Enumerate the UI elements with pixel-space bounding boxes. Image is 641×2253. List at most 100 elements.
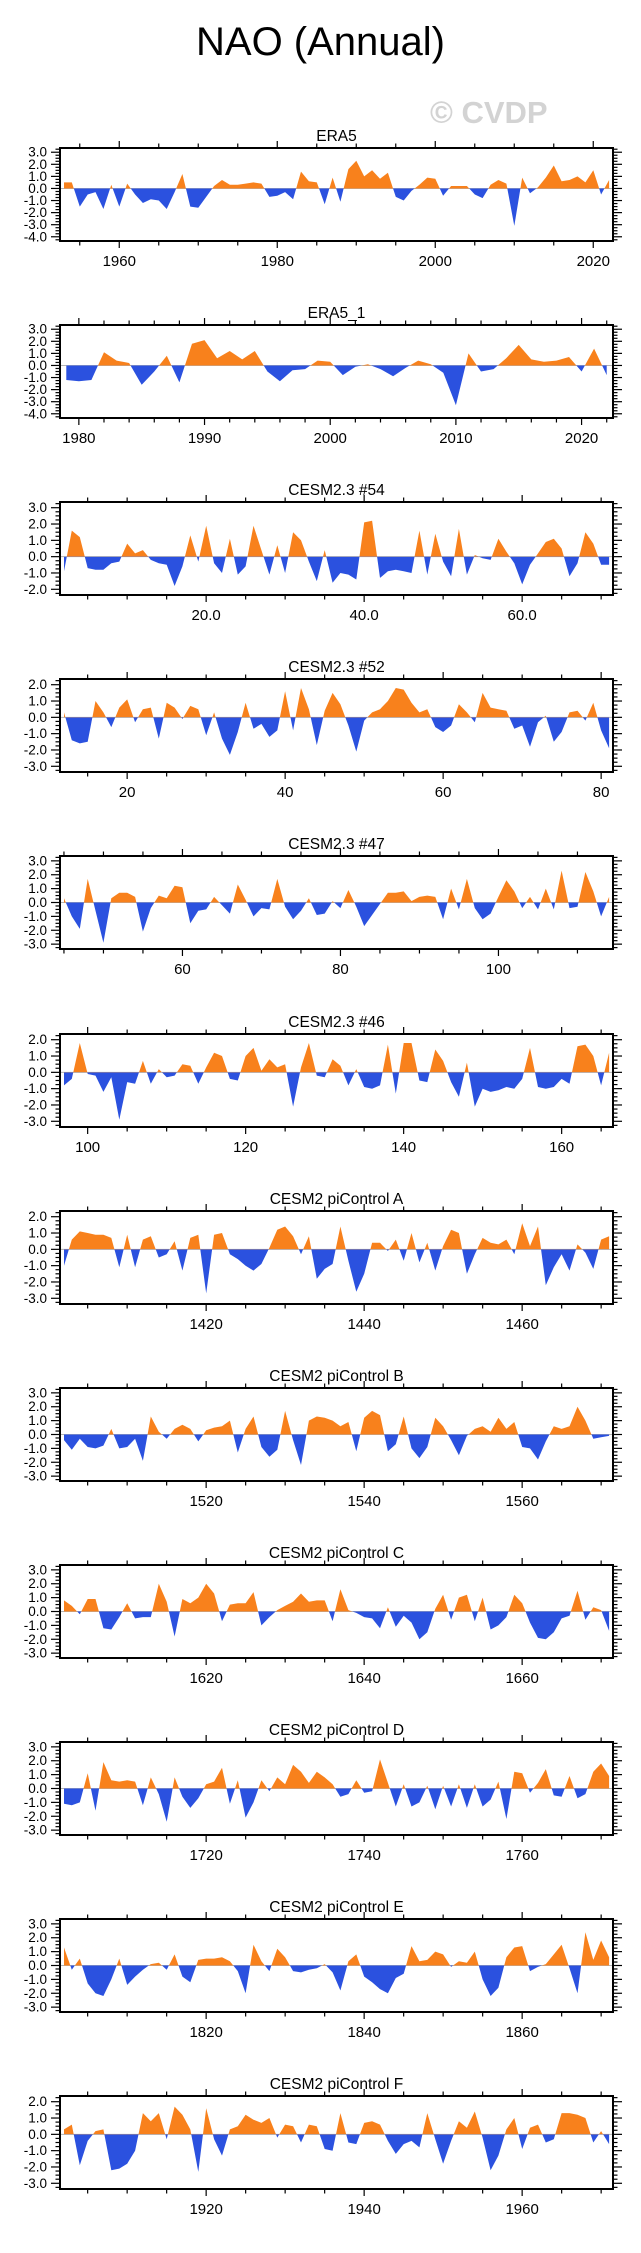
y-tick-label: 3.0 xyxy=(28,1562,47,1577)
page-title: NAO (Annual) xyxy=(196,20,445,64)
panel-title: CESM2.3 #47 xyxy=(288,836,385,853)
x-tick-label: 1990 xyxy=(188,430,221,447)
x-tick-label: 1820 xyxy=(189,2024,222,2041)
y-tick-label: -3.0 xyxy=(24,1291,47,1306)
timeseries-panel-cesm2-picontrol-b: CESM2 piControl B 1520 1540 1560 3.02.01.00.… xyxy=(24,1368,622,1510)
y-tick-label: 3.0 xyxy=(28,500,47,515)
x-tick-label: 60.0 xyxy=(508,607,537,624)
y-tick-label: -2.0 xyxy=(24,205,47,220)
y-tick-label: -3.0 xyxy=(24,2000,47,2015)
y-tick-label: -2.0 xyxy=(24,923,47,938)
x-tick-label: 1420 xyxy=(189,1316,222,1333)
y-tick-label: 1.0 xyxy=(28,694,47,709)
y-tick-label: 2.0 xyxy=(28,1209,47,1224)
y-tick-label: -2.0 xyxy=(24,1809,47,1824)
y-tick-label: -2.0 xyxy=(24,2159,47,2174)
timeseries-panel-cesm2-3-54: CESM2.3 #54 20.0 40.0 60.0 3.0 2.01.00.0-1.0 -… xyxy=(24,482,622,624)
x-tick-label: 1440 xyxy=(347,1316,380,1333)
y-tick-label: -1.0 xyxy=(24,1441,47,1456)
y-tick-label: 2.0 xyxy=(28,1576,47,1591)
x-tick-label: 1960 xyxy=(103,253,136,270)
y-tick-label: -1.0 xyxy=(24,909,47,924)
y-tick-label: 1.0 xyxy=(28,1413,47,1428)
timeseries-panel-cesm2-3-52: CESM2.3 #52 20 40 60 80 2.0 1.00.0-1.0-2.0 -3.0 xyxy=(24,659,622,801)
x-tick-label: 120 xyxy=(233,1139,258,1156)
panel-title: CESM2 piControl D xyxy=(269,1722,404,1739)
x-tick-label: 40.0 xyxy=(350,607,379,624)
plot-frame xyxy=(59,501,614,596)
y-tick-label: 0.0 xyxy=(28,549,47,564)
y-tick-label: 1.0 xyxy=(28,346,47,361)
y-tick-label: 0.0 xyxy=(28,1242,47,1257)
y-tick-label: -4.0 xyxy=(24,229,47,244)
y-tick-label: 2.0 xyxy=(28,334,47,349)
x-tick-label: 20.0 xyxy=(192,607,221,624)
y-tick-label: -2.0 xyxy=(24,1986,47,2001)
negative-anomaly-area xyxy=(73,2134,610,2172)
x-tick-label: 1860 xyxy=(505,2024,538,2041)
y-tick-label: -1.0 xyxy=(24,2143,47,2158)
y-tick-label: 2.0 xyxy=(28,157,47,172)
positive-anomaly-area xyxy=(64,870,610,903)
y-tick-label: -3.0 xyxy=(24,1823,47,1838)
y-tick-label: 3.0 xyxy=(28,145,47,160)
y-tick-label: 3.0 xyxy=(28,1385,47,1400)
panel-title: ERA5_1 xyxy=(308,305,366,322)
timeseries-panel-cesm2-picontrol-a: CESM2 piControl A 1420 1440 1460 2.0 1.00.0-1… xyxy=(24,1191,622,1333)
plot-frame xyxy=(59,1033,614,1128)
x-tick-label: 2000 xyxy=(419,253,452,270)
y-tick-label: -2.0 xyxy=(24,742,47,757)
timeseries-panel-cesm2-3-47: CESM2.3 #47 60 80 100 3.02.01.00.0-1.0-2.0-3… xyxy=(24,836,622,978)
x-tick-label: 2010 xyxy=(439,430,472,447)
positive-anomaly-area xyxy=(64,1932,610,1966)
timeseries-panel-cesm2-picontrol-f: CESM2 piControl F 1920 1940 1960 2.0 1.00.0-1… xyxy=(24,2076,622,2218)
x-tick-label: 1920 xyxy=(189,2201,222,2218)
positive-anomaly-area xyxy=(64,688,610,718)
y-tick-label: -2.0 xyxy=(24,582,47,597)
y-tick-label: -3.0 xyxy=(24,759,47,774)
plot-frame xyxy=(59,1210,614,1305)
y-tick-label: 0.0 xyxy=(28,1427,47,1442)
y-tick-label: 2.0 xyxy=(28,517,47,532)
x-tick-label: 1740 xyxy=(347,1847,380,1864)
y-tick-label: -3.0 xyxy=(24,937,47,952)
y-tick-label: -1.0 xyxy=(24,1081,47,1096)
y-tick-label: 2.0 xyxy=(28,1930,47,1945)
panel-title: CESM2.3 #46 xyxy=(288,1014,385,1031)
positive-anomaly-area xyxy=(66,520,599,557)
panel-title: CESM2 piControl E xyxy=(269,1899,403,1916)
x-tick-label: 1840 xyxy=(347,2024,380,2041)
x-tick-label: 1520 xyxy=(189,1493,222,1510)
y-tick-label: -3.0 xyxy=(24,1646,47,1661)
x-tick-label: 2000 xyxy=(314,430,347,447)
x-tick-label: 60 xyxy=(174,961,191,978)
positive-anomaly-area xyxy=(64,1223,610,1250)
y-tick-label: 1.0 xyxy=(28,1767,47,1782)
y-tick-label: 0.0 xyxy=(28,1958,47,1973)
timeseries-panel-era5: ERA5 1960 1980 2000 2020 3.02.01.00.0-1.0-2.0… xyxy=(24,128,622,270)
y-tick-label: -1.0 xyxy=(24,1972,47,1987)
x-tick-label: 140 xyxy=(391,1139,416,1156)
negative-anomaly-area xyxy=(64,1611,610,1640)
y-tick-label: -3.0 xyxy=(24,394,47,409)
y-tick-label: -1.0 xyxy=(24,726,47,741)
plot-frame xyxy=(59,2095,614,2190)
negative-anomaly-area xyxy=(65,717,610,755)
y-tick-label: -3.0 xyxy=(24,1469,47,1484)
y-tick-label: 1.0 xyxy=(28,533,47,548)
y-tick-label: -1.0 xyxy=(24,1618,47,1633)
y-tick-label: 0.0 xyxy=(28,181,47,196)
x-tick-label: 1540 xyxy=(347,1493,380,1510)
panel-title: CESM2 piControl F xyxy=(270,2076,404,2093)
y-tick-label: -2.0 xyxy=(24,382,47,397)
negative-anomaly-area xyxy=(64,1965,610,1996)
y-tick-label: 2.0 xyxy=(28,867,47,882)
x-tick-label: 160 xyxy=(549,1139,574,1156)
y-tick-label: 1.0 xyxy=(28,1226,47,1241)
negative-anomaly-area xyxy=(64,1249,599,1294)
timeseries-panel-cesm2-picontrol-d: CESM2 piControl D 1720 1740 1760 3.02.01.00.… xyxy=(24,1722,622,1864)
x-tick-label: 1980 xyxy=(62,430,95,447)
negative-anomaly-area xyxy=(64,1072,605,1120)
y-tick-label: 1.0 xyxy=(28,881,47,896)
